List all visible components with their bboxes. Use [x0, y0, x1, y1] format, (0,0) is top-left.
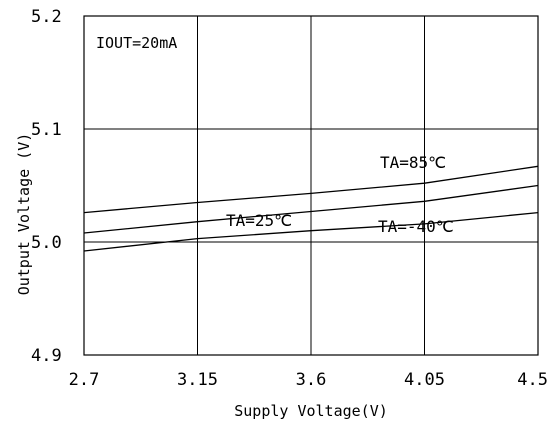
series-label-minus40: TA=-40℃: [378, 217, 454, 236]
x-tick-label: 4.05: [404, 370, 445, 390]
series-label-25: TA=25℃: [226, 211, 292, 230]
y-tick-label: 5.1: [31, 120, 62, 140]
x-tick-label: 2.7: [69, 370, 100, 390]
series-lines: [83, 165, 539, 252]
current-annotation: IOUT=20mA: [96, 34, 177, 52]
series-line-1: [83, 184, 539, 234]
x-axis-label: Supply Voltage(V): [234, 402, 388, 420]
y-tick-label: 5.0: [31, 233, 62, 253]
y-axis-label: Output Voltage (V): [15, 133, 33, 296]
series-label-85: TA=85℃: [380, 153, 446, 172]
x-tick-label: 3.6: [296, 370, 327, 390]
x-tick-label: 3.15: [177, 370, 218, 390]
x-tick-label: 4.5: [517, 370, 548, 390]
plot-frame: [83, 15, 539, 356]
series-line-2: [83, 211, 539, 252]
tick-labels: 2.7 3.15 3.6 4.05 4.5 4.9 5.0 5.1 5.2: [31, 7, 548, 390]
grid: [83, 15, 539, 356]
y-tick-label: 4.9: [31, 346, 62, 366]
series-line-0: [83, 165, 539, 214]
y-tick-label: 5.2: [31, 7, 62, 27]
